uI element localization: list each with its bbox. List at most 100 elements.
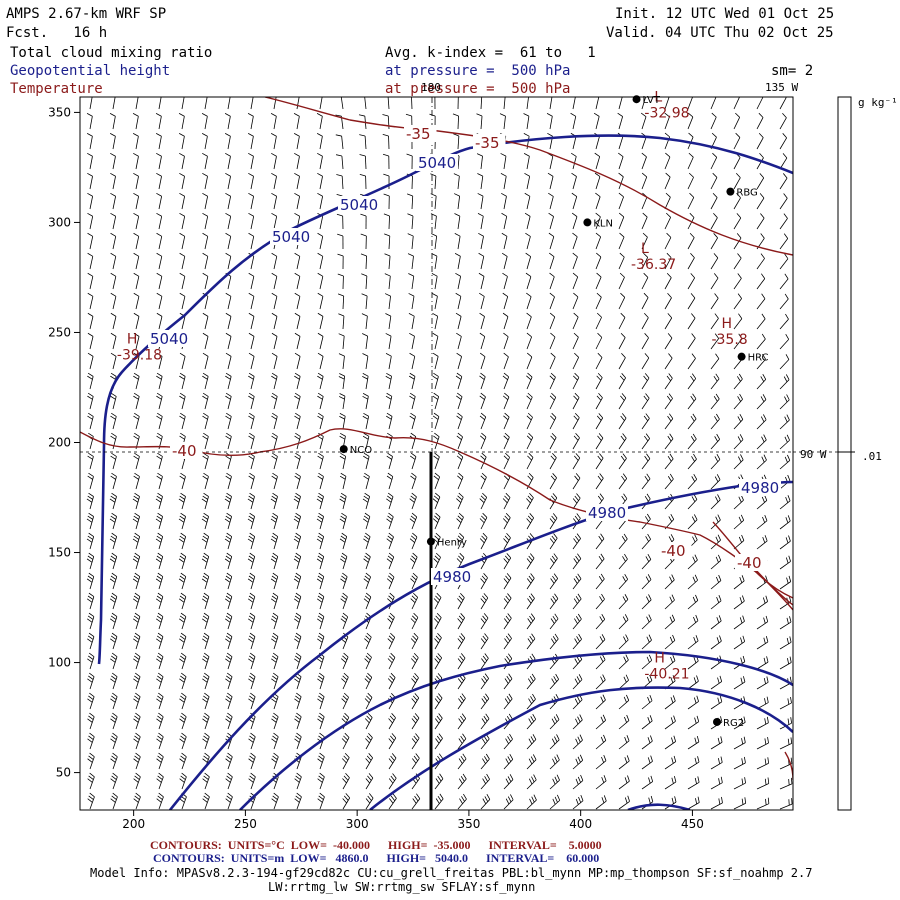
wind-barb [410, 572, 418, 590]
wind-barb [364, 632, 372, 650]
wind-barb [549, 412, 557, 430]
wind-barb [503, 432, 510, 450]
wind-barb [756, 676, 769, 690]
wind-barb [156, 212, 163, 230]
contour-label-bg [735, 554, 768, 571]
wind-barb [687, 293, 696, 310]
wind-barb [526, 513, 535, 530]
wind-barb [526, 593, 535, 610]
wind-barb [86, 552, 95, 570]
wind-barb [478, 232, 484, 250]
wind-barb [479, 312, 485, 330]
wind-barb [156, 692, 164, 710]
wind-barb [225, 192, 231, 210]
wind-barb [710, 97, 717, 110]
wind-barb [733, 253, 742, 270]
wind-barb [294, 632, 302, 650]
wind-barb [156, 372, 163, 390]
wind-barb [247, 592, 256, 610]
wind-barb [618, 614, 629, 630]
wind-barb [502, 292, 509, 310]
wind-barb [410, 632, 419, 650]
wind-barb [733, 293, 742, 310]
wind-barb [409, 432, 417, 450]
wind-barb [179, 472, 186, 490]
wind-barb [572, 272, 579, 290]
wind-barb [156, 452, 163, 470]
wind-barb [549, 774, 560, 790]
wind-barb [270, 512, 278, 530]
wind-barb [317, 352, 324, 370]
wind-barb [526, 613, 536, 630]
wind-barb [87, 632, 95, 650]
init-time: Init. 12 UTC Wed 01 Oct 25 [615, 6, 835, 22]
wind-barb [225, 292, 232, 310]
wind-barb [687, 433, 697, 450]
wind-barb [710, 776, 723, 790]
wind-barb [110, 772, 118, 790]
wind-barb [387, 672, 396, 690]
wind-barb [133, 712, 141, 730]
contour-label: 5040 [150, 330, 188, 348]
contour-label-bg [170, 442, 203, 459]
wind-barb [225, 792, 233, 810]
wind-barb [430, 193, 437, 210]
wind-barb [501, 192, 507, 210]
wind-barb [386, 552, 395, 570]
wind-barb [201, 612, 210, 630]
wind-barb [548, 192, 554, 210]
wind-barb [641, 735, 653, 750]
wind-barb [572, 553, 582, 570]
wind-barb [317, 392, 324, 410]
wind-barb [383, 213, 390, 230]
wind-barb [363, 592, 372, 610]
wind-barb [756, 97, 764, 110]
wind-barb [340, 552, 348, 570]
wind-barb [86, 532, 95, 550]
wind-barb [733, 454, 744, 470]
wind-barb [364, 712, 373, 730]
wind-barb [408, 372, 416, 390]
wind-barb [710, 595, 722, 610]
wind-barb [664, 353, 673, 370]
wind-barb [503, 753, 514, 770]
wind-barb [155, 572, 164, 590]
wind-barb [503, 613, 512, 630]
wind-barb [270, 492, 278, 510]
wind-barb [549, 533, 558, 550]
wind-barb [317, 792, 325, 810]
wind-barb [641, 232, 648, 250]
wind-barb [224, 592, 233, 610]
wind-barb [549, 794, 561, 810]
wind-barb [687, 413, 697, 430]
wind-barb [503, 452, 510, 470]
wind-barb [779, 193, 788, 210]
wind-barb [409, 392, 416, 410]
wind-barb [339, 452, 347, 470]
wind-barb [503, 352, 509, 370]
wind-barb [224, 132, 231, 150]
wind-barb [779, 454, 791, 470]
wind-barb [386, 512, 394, 530]
wind-barb [526, 573, 535, 590]
wind-barb [618, 533, 628, 550]
wind-barb [317, 452, 324, 470]
wind-barb [360, 253, 368, 270]
wind-barb [133, 272, 140, 290]
wind-barb [132, 512, 140, 530]
wind-barb [710, 253, 719, 270]
wind-barb [294, 312, 301, 330]
wind-barb [109, 572, 118, 590]
x-tick-label: 300 [346, 817, 369, 831]
wind-barb [571, 212, 578, 230]
wind-barb [363, 552, 371, 570]
wind-barb [756, 353, 766, 370]
wind-barb [316, 552, 325, 570]
wind-barb [339, 492, 347, 510]
wind-barb [595, 312, 602, 330]
station-label: RBG [736, 188, 757, 199]
wind-barb [362, 412, 370, 430]
wind-barb [502, 312, 509, 330]
wind-barb [779, 535, 791, 550]
wind-barb [618, 232, 625, 250]
